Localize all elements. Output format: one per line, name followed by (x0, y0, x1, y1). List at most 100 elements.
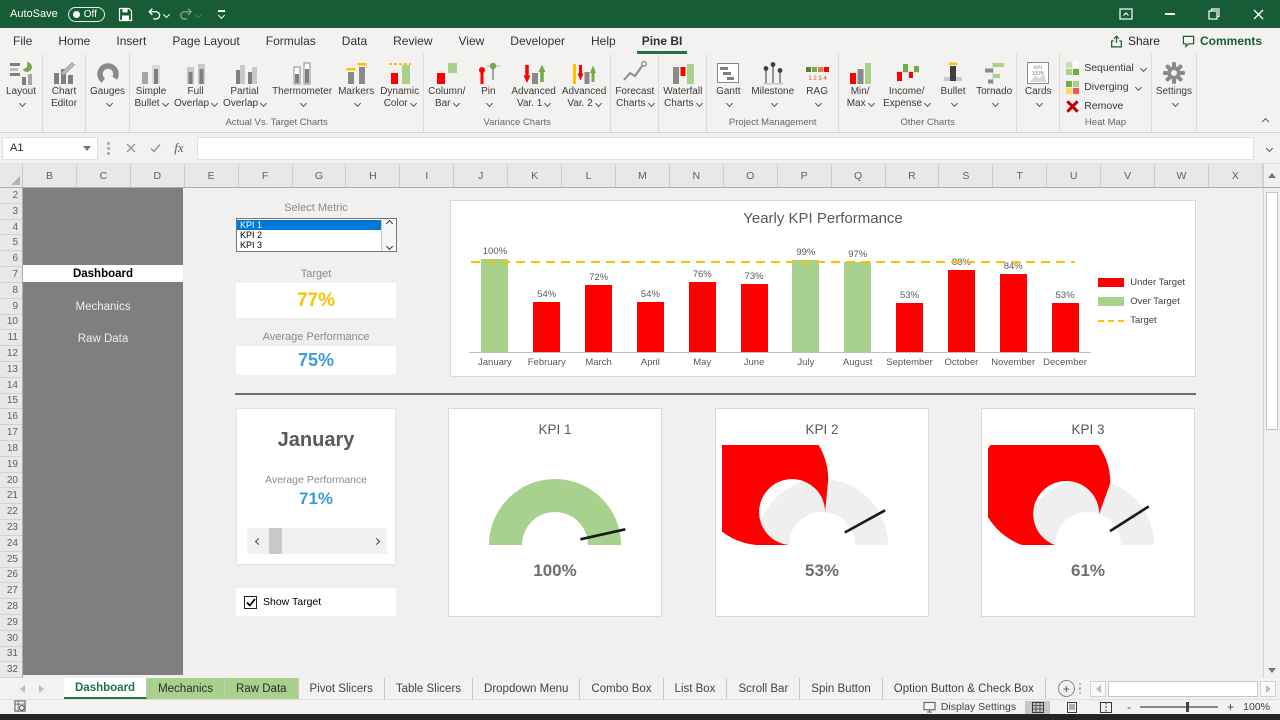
listbox-scrollbar[interactable] (381, 219, 396, 251)
formula-input[interactable] (197, 136, 1254, 160)
ribbon-button-gauges[interactable]: Gauges (87, 56, 128, 109)
column-header-v[interactable]: V (1101, 164, 1156, 187)
record-macro-icon[interactable] (14, 699, 26, 715)
insert-function-icon[interactable]: fx (174, 140, 184, 155)
autosave-toggle[interactable]: Off (67, 6, 105, 22)
minimize-button[interactable] (1148, 0, 1192, 28)
row-header-26[interactable]: 26 (0, 568, 22, 584)
row-header-19[interactable]: 19 (0, 457, 22, 473)
close-button[interactable] (1236, 0, 1280, 28)
column-header-f[interactable]: F (239, 164, 293, 187)
undo-menu-chevron[interactable] (163, 10, 170, 18)
month-scrollbar-thumb[interactable] (269, 528, 282, 554)
sheet-tab-option-button-check-box[interactable]: Option Button & Check Box (883, 678, 1046, 699)
ribbon-tab-pine-bi[interactable]: Pine BI (629, 28, 696, 54)
listbox-scroll-up-icon[interactable] (385, 219, 393, 228)
ribbon-button-column-bar[interactable]: Column/ Bar (425, 56, 468, 109)
show-target-checkbox[interactable] (244, 595, 257, 609)
row-header-8[interactable]: 8 (0, 283, 22, 299)
row-header-16[interactable]: 16 (0, 409, 22, 426)
comments-button[interactable]: Comments (1172, 31, 1272, 51)
column-header-i[interactable]: I (400, 164, 455, 187)
sheet-nav-left-icon[interactable] (20, 684, 25, 693)
sheet-tab-dropdown-menu[interactable]: Dropdown Menu (473, 678, 581, 699)
row-header-31[interactable]: 31 (0, 647, 22, 663)
new-sheet-button[interactable]: + (1057, 680, 1075, 697)
column-header-l[interactable]: L (562, 164, 616, 187)
row-header-22[interactable]: 22 (0, 504, 22, 521)
row-header-4[interactable]: 4 (0, 220, 22, 236)
ribbon-button-min-max[interactable]: Min/ Max (840, 56, 880, 109)
metric-option-kpi-3[interactable]: KPI 3 (240, 240, 263, 250)
enter-entry-icon[interactable] (143, 137, 167, 160)
column-header-k[interactable]: K (508, 164, 563, 187)
name-box-dropdown-icon[interactable] (83, 145, 91, 151)
row-header-32[interactable]: 32 (0, 662, 22, 678)
ribbon-button-pin[interactable]: Pin (468, 56, 508, 109)
sidebar-item-mechanics[interactable]: Mechanics (75, 300, 131, 313)
scroll-down-button[interactable] (1264, 662, 1280, 678)
column-header-h[interactable]: H (346, 164, 401, 187)
ribbon-tab-help[interactable]: Help (591, 34, 616, 48)
column-header-q[interactable]: Q (832, 164, 886, 187)
row-header-24[interactable]: 24 (0, 536, 22, 552)
vertical-scrollbar[interactable] (1263, 188, 1280, 678)
ribbon-button-milestone[interactable]: Milestone (748, 56, 797, 109)
row-header-20[interactable]: 20 (0, 473, 22, 489)
ribbon-button-forecast-charts[interactable]: Forecast Charts (612, 56, 657, 109)
ribbon-button-bullet[interactable]: Bullet (933, 56, 973, 109)
customize-quick-access-icon[interactable] (211, 3, 233, 25)
restore-button[interactable] (1192, 0, 1236, 28)
vertical-scrollbar-thumb[interactable] (1266, 192, 1278, 430)
page-layout-view-button[interactable] (1059, 701, 1084, 714)
row-header-23[interactable]: 23 (0, 520, 22, 536)
row-header-17[interactable]: 17 (0, 425, 22, 441)
ribbon-button-cards[interactable]: KPI 100% Cards (1018, 56, 1058, 109)
column-header-r[interactable]: R (886, 164, 940, 187)
sheet-tab-combo-box[interactable]: Combo Box (580, 678, 664, 699)
row-header-18[interactable]: 18 (0, 441, 22, 457)
column-header-j[interactable]: J (454, 164, 509, 187)
column-header-g[interactable]: G (293, 164, 347, 187)
ribbon-tab-file[interactable]: File (13, 34, 33, 48)
hscroll-left-button[interactable] (1090, 680, 1106, 697)
column-header-n[interactable]: N (670, 164, 724, 187)
ribbon-tab-home[interactable]: Home (58, 34, 91, 48)
ribbon-button-rag[interactable]: 1 2 3 4 RAG (797, 56, 837, 109)
month-scroll-left-icon[interactable] (247, 537, 269, 545)
sheet-tab-raw-data[interactable]: Raw Data (225, 678, 299, 699)
hscroll-thumb[interactable] (1108, 680, 1258, 697)
row-header-21[interactable]: 21 (0, 488, 22, 505)
month-scroll-right-icon[interactable] (365, 537, 387, 545)
zoom-slider-thumb[interactable] (1186, 702, 1190, 712)
row-header-3[interactable]: 3 (0, 204, 22, 220)
metric-option-kpi-2[interactable]: KPI 2 (240, 230, 263, 240)
share-button[interactable]: Share (1100, 31, 1170, 51)
scrollbar-splitter[interactable] (1078, 682, 1081, 695)
zoom-out-button[interactable]: - (1127, 700, 1132, 714)
sidebar-item-raw-data[interactable]: Raw Data (77, 332, 129, 345)
ribbon-button-advanced-var-1[interactable]: Advanced Var. 1 (508, 56, 558, 109)
sheet-tab-mechanics[interactable]: Mechanics (147, 678, 226, 699)
ribbon-tab-review[interactable]: Review (393, 34, 433, 48)
zoom-slider[interactable] (1140, 702, 1219, 712)
ribbon-button-remove[interactable]: Remove (1061, 97, 1150, 115)
ribbon-button-partial-overlap[interactable]: Partial Overlap (220, 56, 269, 109)
row-header-13[interactable]: 13 (0, 362, 22, 378)
column-header-w[interactable]: W (1155, 164, 1209, 187)
row-header-27[interactable]: 27 (0, 583, 22, 600)
row-header-14[interactable]: 14 (0, 378, 22, 394)
collapse-ribbon-icon[interactable] (1261, 115, 1273, 126)
column-header-b[interactable]: B (23, 164, 77, 187)
row-header-30[interactable]: 30 (0, 631, 22, 647)
zoom-in-button[interactable]: + (1227, 700, 1235, 714)
cancel-entry-icon[interactable] (119, 137, 143, 160)
sheet-tab-list-box[interactable]: List Box (664, 678, 728, 699)
metric-option-kpi-1[interactable]: KPI 1 (237, 220, 381, 230)
ribbon-button-waterfall-charts[interactable]: Waterfall Charts (660, 56, 705, 109)
column-header-c[interactable]: C (77, 164, 131, 187)
sheet-tab-pivot-slicers[interactable]: Pivot Slicers (299, 678, 385, 699)
column-header-e[interactable]: E (185, 164, 239, 187)
row-header-15[interactable]: 15 (0, 394, 22, 410)
ribbon-button-full-overlap[interactable]: Full Overlap (171, 56, 220, 109)
